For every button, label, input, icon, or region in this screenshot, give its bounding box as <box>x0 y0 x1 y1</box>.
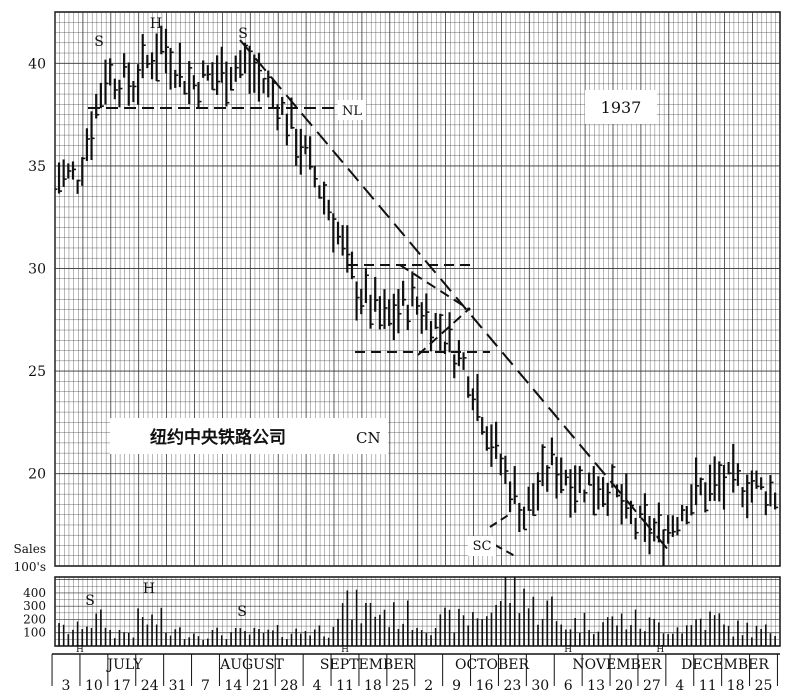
price-tick-label: 20 <box>28 467 46 483</box>
volume-tick-label: 100 <box>23 626 46 640</box>
week-date-label: 10 <box>85 678 103 694</box>
week-date-label: 21 <box>252 678 270 694</box>
sc-box <box>468 536 496 556</box>
week-date-label: 25 <box>755 678 773 694</box>
week-date-label: 20 <box>615 678 633 694</box>
week-date-label: 9 <box>452 678 461 694</box>
cn-label: CN <box>356 429 381 447</box>
price-bars <box>55 25 779 566</box>
year-label: 1937 <box>601 98 642 117</box>
week-date-label: 18 <box>364 678 382 694</box>
company-label: 纽约中央铁路公司 <box>150 427 286 448</box>
price-tick-label: 40 <box>28 56 46 72</box>
week-date-label: 2 <box>424 678 433 694</box>
week-date-label: 31 <box>169 678 187 694</box>
left-shoulder-label: S <box>94 34 104 50</box>
head-label: H <box>150 16 162 32</box>
right-shoulder-label: S <box>238 26 248 42</box>
price-tick-label: 25 <box>28 364 46 380</box>
triangle-upper-line <box>399 264 471 311</box>
month-label: NOVEMBER <box>572 657 662 673</box>
month-label: AUGUST <box>219 657 284 673</box>
week-date-label: 28 <box>280 678 298 694</box>
month-label: SEPTEMBER <box>320 657 415 673</box>
week-labels: 3 10 17 24 31 7 14 21 28 4 11 18 25 2 9 16 23 30 6 13 20 27 4 1… <box>62 678 773 694</box>
week-date-label: 14 <box>224 678 242 694</box>
week-date-label: 25 <box>392 678 410 694</box>
price-tick-label: 30 <box>28 261 46 277</box>
month-label: JULY <box>105 657 143 673</box>
pattern-lines <box>88 39 671 557</box>
week-date-label: 16 <box>476 678 494 694</box>
holiday-marker: H <box>341 645 349 655</box>
week-date-label: 6 <box>564 678 573 694</box>
holiday-marker: H <box>76 645 84 655</box>
week-date-label: 18 <box>727 678 745 694</box>
neckline-label: NL <box>342 104 362 119</box>
week-date-label: 17 <box>113 678 131 694</box>
week-date-label: 11 <box>336 678 354 694</box>
week-date-label: 13 <box>587 678 605 694</box>
week-date-label: 4 <box>675 678 684 694</box>
year-box <box>585 90 657 124</box>
week-date-label: 23 <box>503 678 521 694</box>
volume-axis-title-line2: 100's <box>14 560 46 574</box>
week-date-label: 7 <box>201 678 210 694</box>
volume-right-shoulder-label: S <box>237 604 247 620</box>
climax-line-2 <box>494 544 516 557</box>
volume-axis-title-line1: Sales <box>14 542 46 556</box>
climax-line-1 <box>489 513 511 528</box>
month-label: DECEMBER <box>681 657 769 673</box>
nl-box <box>338 100 366 120</box>
week-date-label: 3 <box>62 678 71 694</box>
month-label: OCTOBER <box>455 657 530 673</box>
month-labels: JULY AUGUST SEPTEMBER OCTOBER NOVEMBER DECEMB… <box>105 657 769 673</box>
volume-bars <box>55 577 776 646</box>
volume-tick-label: 200 <box>23 612 46 626</box>
volume-head-label: H <box>143 581 155 597</box>
price-tick-label: 35 <box>28 159 46 175</box>
week-date-label: 24 <box>141 678 159 694</box>
volume-tick-label: 400 <box>23 586 46 600</box>
volume-left-shoulder-label: S <box>85 593 95 609</box>
price-axis: 40 35 30 25 20 <box>28 56 46 482</box>
volume-tick-label: 300 <box>23 599 46 613</box>
week-date-label: 30 <box>531 678 549 694</box>
holiday-marker: H <box>656 645 664 655</box>
week-date-label: 11 <box>699 678 717 694</box>
triangle-lower-line <box>417 307 471 356</box>
company-box <box>110 418 388 454</box>
week-date-label: 4 <box>313 678 322 694</box>
holiday-marker: H <box>564 645 572 655</box>
week-date-label: 27 <box>643 678 661 694</box>
downtrend-line <box>239 39 671 553</box>
selling-climax-label: SC <box>473 539 492 554</box>
price-panel-grid <box>54 11 781 567</box>
